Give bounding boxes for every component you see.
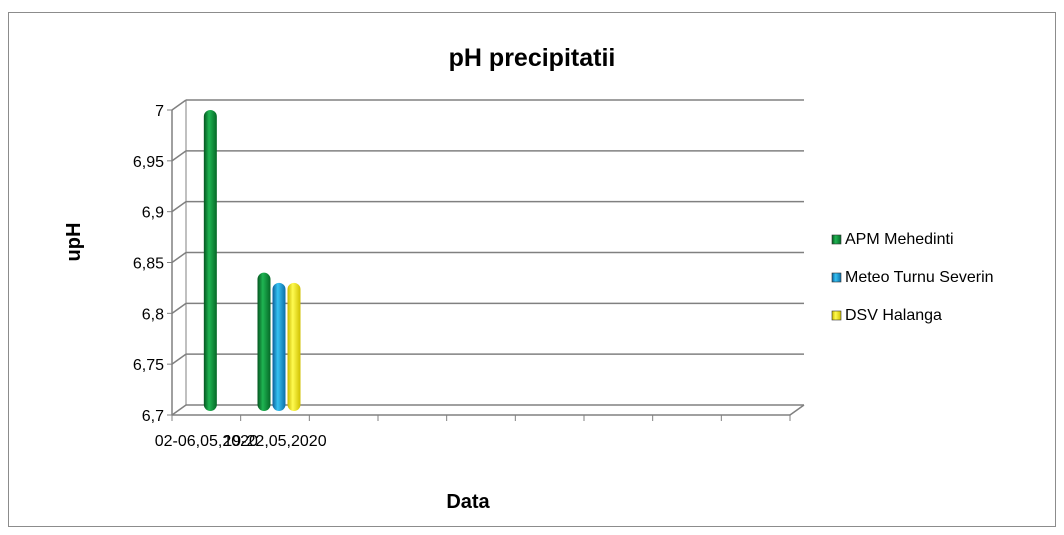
- bar: [287, 282, 301, 411]
- bars: [203, 110, 301, 411]
- bar: [257, 272, 271, 411]
- legend-label: DSV Halanga: [845, 307, 942, 324]
- gridline-side: [171, 353, 187, 365]
- y-tick-labels: 6,7 6,75 6,8 6,85 6,9 6,95 7: [133, 103, 164, 425]
- bar: [203, 110, 217, 411]
- gridline-side: [171, 251, 187, 264]
- legend-label: Meteo Turnu Severin: [845, 269, 994, 286]
- gridline-side: [171, 302, 187, 314]
- gridline-side: [171, 201, 187, 213]
- x-tick-label: 02-06,05,2020: [155, 433, 258, 450]
- y-axis-title: upH: [63, 223, 85, 262]
- gridline-side: [171, 99, 187, 111]
- x-axis-title: Data: [446, 491, 490, 513]
- axes: [167, 100, 805, 421]
- gridline-side: [171, 150, 187, 162]
- legend-swatch: [831, 272, 842, 283]
- floor-edge: [789, 404, 805, 416]
- chart-title: pH precipitatii: [449, 44, 616, 72]
- y-tick-label: 7: [155, 103, 164, 120]
- y-tick-label: 6,8: [142, 306, 164, 323]
- legend: APM Mehedinti Meteo Turnu Severin DSV Hala…: [831, 231, 994, 324]
- y-tick-label: 6,9: [142, 205, 164, 222]
- legend-label: APM Mehedinti: [845, 231, 954, 248]
- legend-swatch: [831, 310, 842, 321]
- legend-swatch: [831, 234, 842, 245]
- bar: [272, 282, 286, 411]
- y-tick-label: 6,75: [133, 357, 164, 374]
- gridline-side: [171, 404, 187, 416]
- x-tick-label: 19-22,05,2020: [223, 433, 326, 450]
- chart-frame: [8, 12, 1056, 527]
- y-tick-label: 6,7: [142, 408, 164, 425]
- y-tick-label: 6,95: [133, 154, 164, 171]
- y-tick-label: 6,85: [133, 256, 164, 273]
